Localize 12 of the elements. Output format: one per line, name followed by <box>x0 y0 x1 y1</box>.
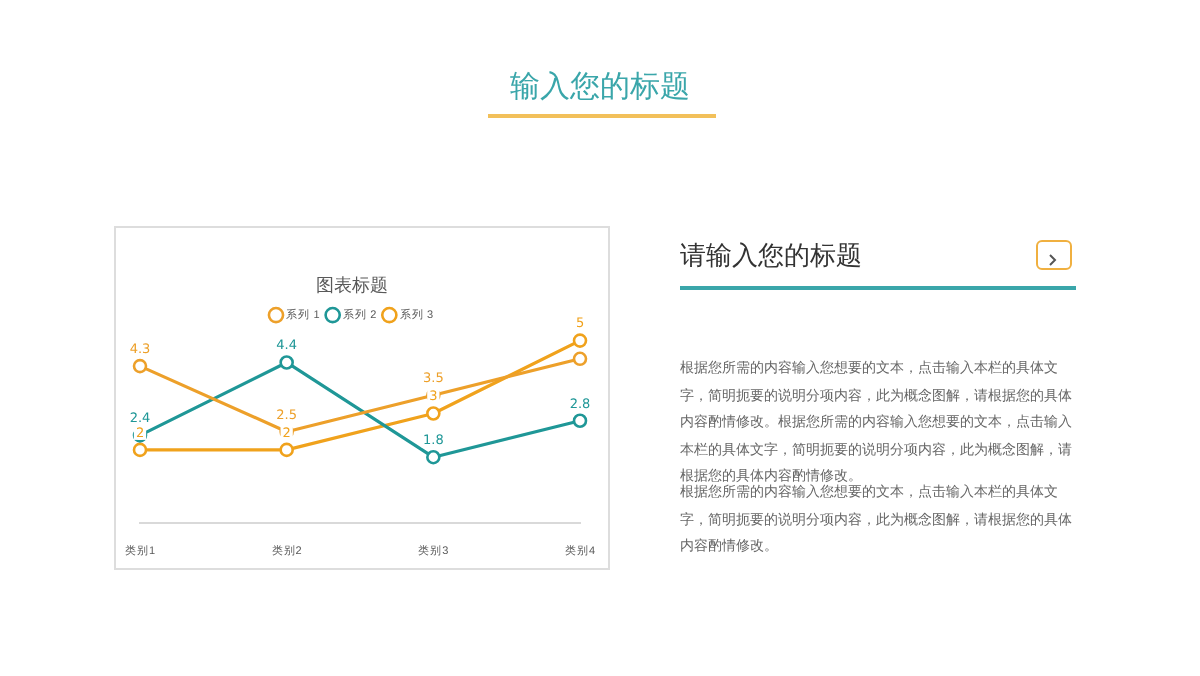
point <box>572 333 588 348</box>
point <box>572 413 588 429</box>
point <box>572 351 588 367</box>
point <box>279 355 294 370</box>
text: 请输入您的标题 <box>680 240 862 274</box>
point <box>279 442 294 458</box>
point <box>132 442 148 458</box>
point <box>132 358 148 374</box>
chart-title: 图表标题 <box>316 275 388 298</box>
point <box>426 449 441 465</box>
point <box>426 406 441 421</box>
text: 输入您的标题 <box>508 68 692 106</box>
